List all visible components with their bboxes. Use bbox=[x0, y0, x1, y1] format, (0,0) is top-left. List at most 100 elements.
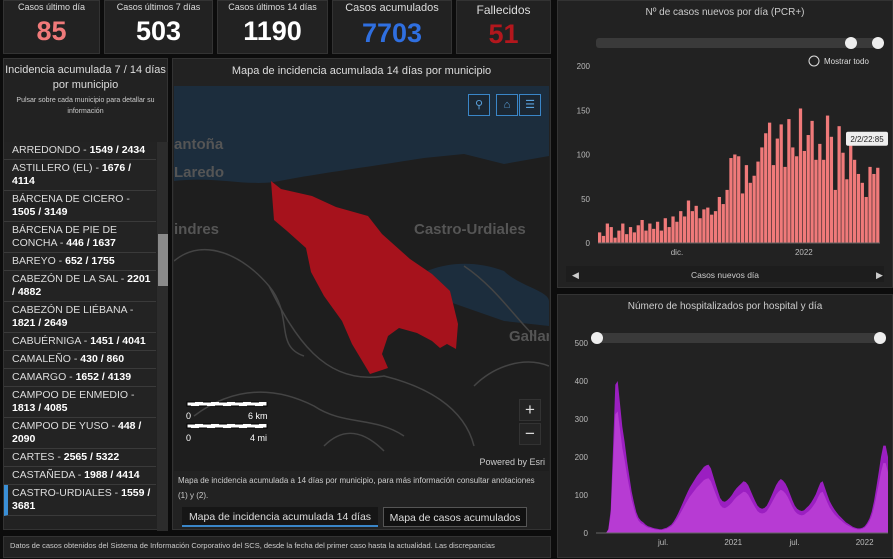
home-icon[interactable]: ⌂ bbox=[496, 94, 518, 116]
tab-casos-acumulados[interactable]: Mapa de casos acumulados bbox=[383, 507, 527, 527]
range-slider-handle-right[interactable] bbox=[874, 332, 886, 344]
zoom-reset-label[interactable]: Mostrar todo bbox=[824, 57, 869, 66]
bar[interactable] bbox=[667, 227, 671, 243]
bar[interactable] bbox=[663, 218, 667, 243]
bar[interactable] bbox=[868, 166, 872, 243]
bar[interactable] bbox=[791, 147, 795, 243]
bar[interactable] bbox=[852, 159, 857, 243]
municipality-list-item[interactable]: CASTAÑEDA - 1988 / 4414 bbox=[4, 467, 156, 485]
bar[interactable] bbox=[644, 230, 648, 243]
municipality-list-item[interactable]: ARREDONDO - 1549 / 2434 bbox=[4, 142, 156, 160]
bar[interactable] bbox=[802, 150, 807, 243]
bar[interactable] bbox=[652, 228, 656, 243]
bar[interactable] bbox=[725, 189, 729, 243]
bar[interactable] bbox=[717, 196, 722, 243]
list-scrollbar-thumb[interactable] bbox=[158, 234, 168, 286]
bar[interactable] bbox=[598, 232, 602, 243]
bar[interactable] bbox=[876, 167, 880, 243]
bar[interactable] bbox=[744, 165, 749, 243]
zoom-out-button[interactable]: − bbox=[519, 423, 541, 445]
bar[interactable] bbox=[729, 158, 733, 243]
bar[interactable] bbox=[621, 223, 625, 243]
bar[interactable] bbox=[775, 138, 779, 243]
bar[interactable] bbox=[760, 147, 764, 243]
bar[interactable] bbox=[733, 154, 737, 244]
range-slider-track[interactable] bbox=[596, 38, 882, 48]
hospitalized-chart[interactable]: 0 100 200 300 400 500 jul. 2021 jul. 2022 bbox=[558, 315, 892, 559]
municipality-list-item[interactable]: BÁRCENA DE PIE DE CONCHA - 446 / 1637 bbox=[4, 222, 156, 253]
municipality-list-item[interactable]: BAREYO - 652 / 1755 bbox=[4, 253, 156, 271]
bar[interactable] bbox=[625, 234, 629, 243]
range-slider-handle-right[interactable] bbox=[872, 37, 884, 49]
bar[interactable] bbox=[787, 119, 791, 243]
bar[interactable] bbox=[872, 173, 876, 243]
zoom-out-icon[interactable] bbox=[808, 55, 820, 67]
esri-attribution[interactable]: Powered by Esri bbox=[479, 457, 545, 467]
municipality-list-item[interactable]: CARTES - 2565 / 5322 bbox=[4, 449, 156, 467]
municipality-list-item[interactable]: BÁRCENA DE CICERO - 1505 / 3149 bbox=[4, 191, 156, 222]
bar[interactable] bbox=[613, 237, 617, 243]
bar[interactable] bbox=[771, 165, 776, 243]
bar[interactable] bbox=[767, 122, 772, 243]
municipality-list-item[interactable]: ASTILLERO (EL) - 1676 / 4114 bbox=[4, 160, 156, 191]
bar[interactable] bbox=[601, 235, 606, 243]
map-view[interactable]: antoña Laredo indres Castro-Urdiales Gal… bbox=[174, 86, 549, 471]
municipality-list-item[interactable]: CAMARGO - 1652 / 4139 bbox=[4, 369, 156, 387]
zoom-in-button[interactable]: + bbox=[519, 399, 541, 421]
bar[interactable] bbox=[605, 223, 609, 243]
bar[interactable] bbox=[795, 156, 799, 243]
bar[interactable] bbox=[822, 159, 826, 243]
bar[interactable] bbox=[818, 143, 822, 243]
hospitalized-area[interactable] bbox=[606, 381, 888, 533]
list-scrollbar[interactable] bbox=[157, 142, 168, 531]
bar[interactable] bbox=[648, 223, 652, 243]
bar[interactable] bbox=[829, 136, 834, 243]
bar[interactable] bbox=[632, 232, 637, 243]
municipality-list-item[interactable]: CAMALEÑO - 430 / 860 bbox=[4, 351, 156, 369]
bar[interactable] bbox=[655, 221, 660, 243]
bar[interactable] bbox=[721, 204, 725, 243]
bar[interactable] bbox=[617, 230, 621, 243]
bar[interactable] bbox=[783, 166, 787, 243]
bar[interactable] bbox=[690, 211, 694, 243]
bar[interactable] bbox=[682, 216, 687, 243]
bar[interactable] bbox=[806, 135, 810, 243]
municipality-list-item[interactable]: CAMPOO DE YUSO - 448 / 2090 bbox=[4, 418, 156, 449]
bar[interactable] bbox=[833, 189, 837, 243]
bar[interactable] bbox=[849, 140, 853, 243]
bar[interactable] bbox=[706, 207, 710, 243]
bar[interactable] bbox=[748, 182, 752, 243]
bar[interactable] bbox=[609, 227, 613, 243]
municipality-list-item[interactable]: CABEZÓN DE LIÉBANA - 1821 / 2649 bbox=[4, 302, 156, 333]
scroll-right-icon[interactable]: ▶ bbox=[876, 270, 883, 280]
range-slider-track[interactable] bbox=[594, 333, 886, 343]
bar[interactable] bbox=[756, 161, 760, 243]
bar[interactable] bbox=[864, 196, 868, 243]
bar[interactable] bbox=[640, 219, 644, 243]
tab-incidencia-14-dias[interactable]: Mapa de incidencia acumulada 14 días bbox=[182, 507, 378, 527]
bar[interactable] bbox=[737, 156, 741, 243]
bar[interactable] bbox=[856, 173, 861, 243]
bar[interactable] bbox=[814, 159, 818, 243]
bar[interactable] bbox=[841, 152, 845, 243]
range-slider-handle-left[interactable] bbox=[591, 332, 603, 344]
bar[interactable] bbox=[860, 182, 864, 243]
bar[interactable] bbox=[845, 179, 849, 243]
bar[interactable] bbox=[686, 200, 691, 243]
bar[interactable] bbox=[798, 108, 803, 243]
bar[interactable] bbox=[675, 221, 679, 243]
bar[interactable] bbox=[713, 211, 718, 243]
bar[interactable] bbox=[671, 216, 675, 243]
municipality-list-item[interactable]: CABEZÓN DE LA SAL - 2201 / 4882 bbox=[4, 271, 156, 302]
bar[interactable] bbox=[825, 115, 830, 243]
bar[interactable] bbox=[779, 124, 783, 243]
scroll-left-icon[interactable]: ◀ bbox=[572, 270, 579, 280]
bar[interactable] bbox=[710, 214, 714, 243]
search-icon[interactable]: ⚲ bbox=[468, 94, 490, 116]
bar[interactable] bbox=[702, 209, 706, 243]
selected-municipality-region[interactable] bbox=[271, 181, 458, 374]
municipality-list-item[interactable]: CAMPOO DE ENMEDIO - 1813 / 4085 bbox=[4, 387, 156, 418]
range-slider-handle-left[interactable] bbox=[845, 37, 857, 49]
bar[interactable] bbox=[694, 205, 698, 243]
list-icon[interactable]: ☰ bbox=[519, 94, 541, 116]
